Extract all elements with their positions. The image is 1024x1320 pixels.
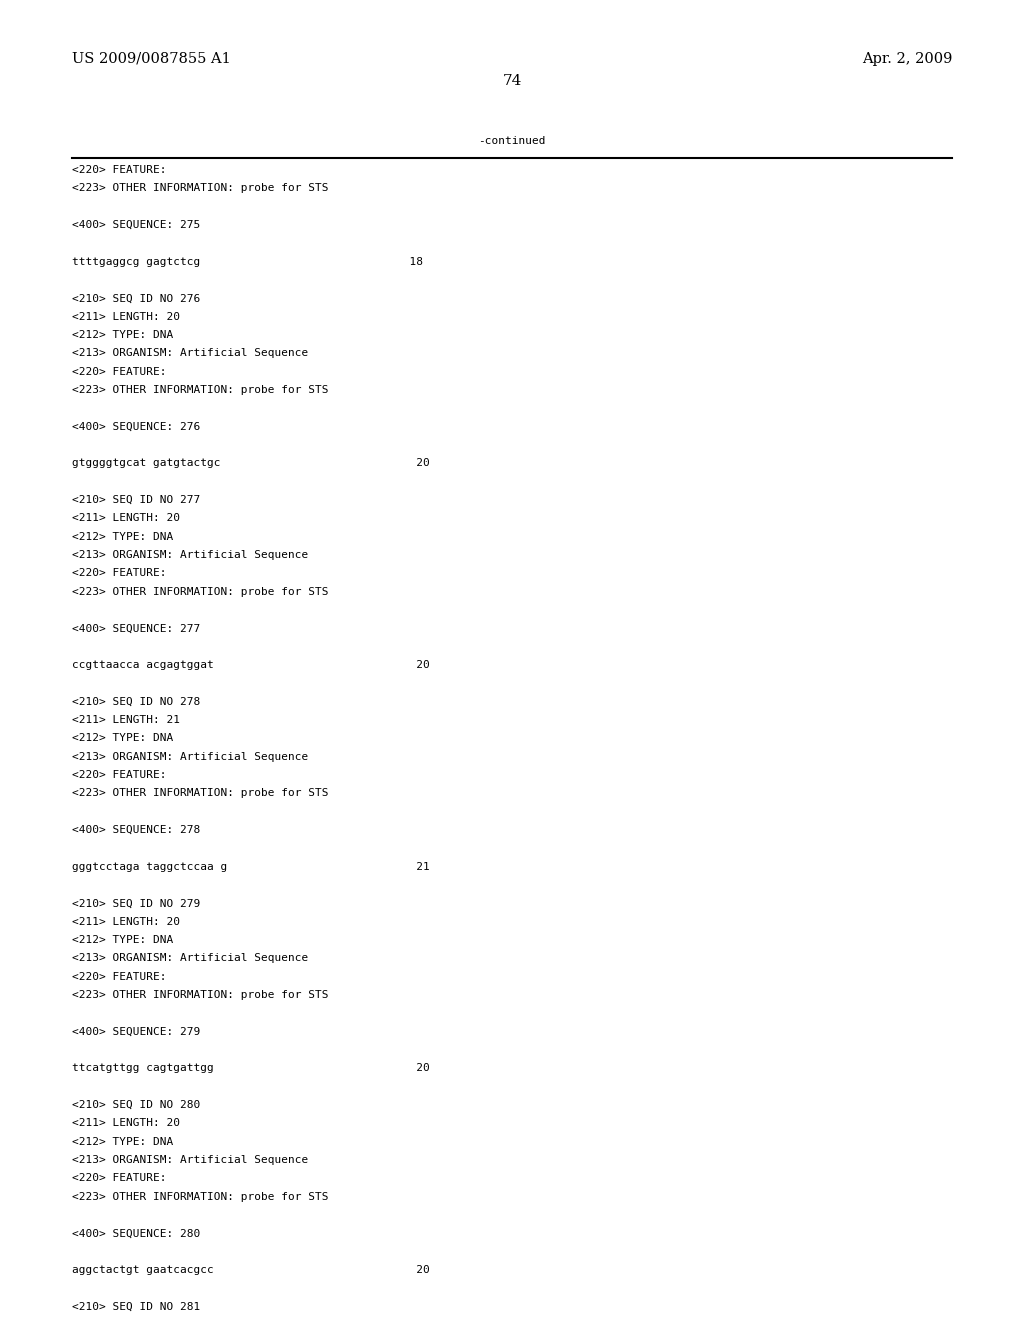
Text: <212> TYPE: DNA: <212> TYPE: DNA [72, 935, 173, 945]
Text: <400> SEQUENCE: 279: <400> SEQUENCE: 279 [72, 1027, 201, 1036]
Text: aggctactgt gaatcacgcc                              20: aggctactgt gaatcacgcc 20 [72, 1265, 430, 1275]
Text: gtggggtgcat gatgtactgc                             20: gtggggtgcat gatgtactgc 20 [72, 458, 430, 469]
Text: <220> FEATURE:: <220> FEATURE: [72, 569, 167, 578]
Text: <220> FEATURE:: <220> FEATURE: [72, 770, 167, 780]
Text: ccgttaacca acgagtggat                              20: ccgttaacca acgagtggat 20 [72, 660, 430, 671]
Text: <213> ORGANISM: Artificial Sequence: <213> ORGANISM: Artificial Sequence [72, 1155, 308, 1166]
Text: <223> OTHER INFORMATION: probe for STS: <223> OTHER INFORMATION: probe for STS [72, 1192, 329, 1201]
Text: Apr. 2, 2009: Apr. 2, 2009 [861, 51, 952, 66]
Text: <400> SEQUENCE: 280: <400> SEQUENCE: 280 [72, 1229, 201, 1238]
Text: <210> SEQ ID NO 279: <210> SEQ ID NO 279 [72, 899, 201, 908]
Text: <220> FEATURE:: <220> FEATURE: [72, 165, 167, 176]
Text: gggtcctaga taggctccaa g                            21: gggtcctaga taggctccaa g 21 [72, 862, 430, 871]
Text: <210> SEQ ID NO 278: <210> SEQ ID NO 278 [72, 697, 201, 706]
Text: <400> SEQUENCE: 276: <400> SEQUENCE: 276 [72, 421, 201, 432]
Text: <210> SEQ ID NO 280: <210> SEQ ID NO 280 [72, 1100, 201, 1110]
Text: <213> ORGANISM: Artificial Sequence: <213> ORGANISM: Artificial Sequence [72, 953, 308, 964]
Text: <212> TYPE: DNA: <212> TYPE: DNA [72, 734, 173, 743]
Text: <212> TYPE: DNA: <212> TYPE: DNA [72, 532, 173, 541]
Text: <400> SEQUENCE: 278: <400> SEQUENCE: 278 [72, 825, 201, 836]
Text: <211> LENGTH: 20: <211> LENGTH: 20 [72, 513, 180, 523]
Text: <213> ORGANISM: Artificial Sequence: <213> ORGANISM: Artificial Sequence [72, 348, 308, 358]
Text: <213> ORGANISM: Artificial Sequence: <213> ORGANISM: Artificial Sequence [72, 751, 308, 762]
Text: <211> LENGTH: 21: <211> LENGTH: 21 [72, 715, 180, 725]
Text: <210> SEQ ID NO 276: <210> SEQ ID NO 276 [72, 293, 201, 304]
Text: <210> SEQ ID NO 277: <210> SEQ ID NO 277 [72, 495, 201, 506]
Text: US 2009/0087855 A1: US 2009/0087855 A1 [72, 51, 230, 66]
Text: <211> LENGTH: 20: <211> LENGTH: 20 [72, 1118, 180, 1129]
Text: <400> SEQUENCE: 275: <400> SEQUENCE: 275 [72, 220, 201, 230]
Text: <212> TYPE: DNA: <212> TYPE: DNA [72, 1137, 173, 1147]
Text: -continued: -continued [478, 136, 546, 147]
Text: ttcatgttgg cagtgattgg                              20: ttcatgttgg cagtgattgg 20 [72, 1064, 430, 1073]
Text: <220> FEATURE:: <220> FEATURE: [72, 972, 167, 982]
Text: <223> OTHER INFORMATION: probe for STS: <223> OTHER INFORMATION: probe for STS [72, 385, 329, 395]
Text: ttttgaggcg gagtctcg                               18: ttttgaggcg gagtctcg 18 [72, 256, 423, 267]
Text: <223> OTHER INFORMATION: probe for STS: <223> OTHER INFORMATION: probe for STS [72, 788, 329, 799]
Text: <213> ORGANISM: Artificial Sequence: <213> ORGANISM: Artificial Sequence [72, 550, 308, 560]
Text: <212> TYPE: DNA: <212> TYPE: DNA [72, 330, 173, 341]
Text: 74: 74 [503, 74, 521, 88]
Text: <223> OTHER INFORMATION: probe for STS: <223> OTHER INFORMATION: probe for STS [72, 183, 329, 193]
Text: <220> FEATURE:: <220> FEATURE: [72, 1173, 167, 1183]
Text: <210> SEQ ID NO 281: <210> SEQ ID NO 281 [72, 1302, 201, 1312]
Text: <211> LENGTH: 20: <211> LENGTH: 20 [72, 916, 180, 927]
Text: <223> OTHER INFORMATION: probe for STS: <223> OTHER INFORMATION: probe for STS [72, 990, 329, 1001]
Text: <211> LENGTH: 20: <211> LENGTH: 20 [72, 312, 180, 322]
Text: <400> SEQUENCE: 277: <400> SEQUENCE: 277 [72, 623, 201, 634]
Text: <223> OTHER INFORMATION: probe for STS: <223> OTHER INFORMATION: probe for STS [72, 586, 329, 597]
Text: <220> FEATURE:: <220> FEATURE: [72, 367, 167, 376]
